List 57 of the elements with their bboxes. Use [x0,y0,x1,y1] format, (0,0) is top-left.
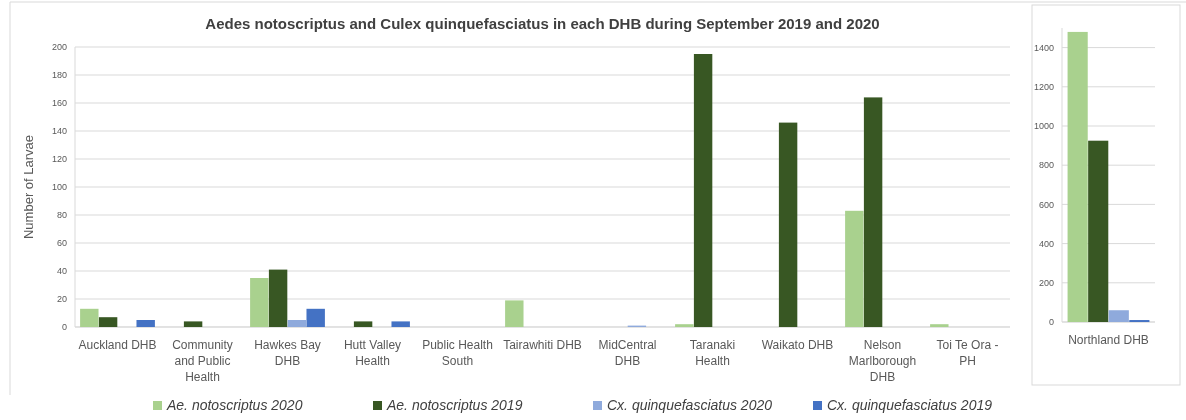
y-tick-label: 120 [51,154,67,165]
bar [675,324,694,327]
x-tick-label: Auckland DHB [78,338,157,352]
bar [1067,31,1088,322]
x-tick-label: Nelson Marlborough DHB [848,338,917,384]
x-tick-label: Hawkes Bay DHB [254,338,321,368]
y-tick-label: 1000 [1033,121,1054,132]
bar [1088,140,1109,322]
x-tick-label: MidCentral DHB [598,338,657,368]
y-tick-label: 600 [1038,199,1054,210]
x-tick-label: Hutt Valley Health [343,338,402,368]
y-tick-label: 0 [1048,317,1054,328]
bar [183,321,203,327]
chart-title: Aedes notoscriptus and Culex quinquefasciatus in each DHB during September 2019 and 2020 [205,15,880,32]
y-tick-label: 200 [1038,277,1054,288]
bar [930,324,949,327]
bar [1108,310,1129,322]
x-tick-label: Waikato DHB [761,338,834,352]
x-tick-label: Toi Te Ora - PH [936,338,999,368]
y-tick-label: 140 [51,126,67,137]
y-tick-label: 100 [51,182,67,193]
legend-label: Ae. notoscriptus 2019 [386,397,523,413]
legend-label: Ae. notoscriptus 2020 [166,397,303,413]
y-axis-title: Number of Larvae [21,134,36,240]
y-tick-label: 180 [51,70,67,81]
bar [845,210,864,327]
x-tick-label: Public Health South [422,338,493,368]
y-tick-label: 60 [56,238,67,249]
bar [268,269,288,327]
bar [693,54,713,327]
bar [287,320,307,327]
bar [863,97,883,327]
y-tick-label: 20 [56,294,67,305]
y-tick-label: 1400 [1033,42,1054,53]
y-tick-label: 800 [1038,160,1054,171]
bar [391,321,410,327]
legend-label: Cx. quinquefasciatus 2020 [607,397,773,413]
bar [98,317,118,327]
y-tick-label: 1200 [1033,81,1054,92]
bar [505,300,524,327]
bar [136,320,155,327]
bar [306,308,325,327]
x-tick-label: Tairawhiti DHB [503,338,582,352]
y-tick-label: 200 [51,42,67,53]
x-tick-label: Northland DHB [1068,333,1149,347]
bar [250,278,269,327]
y-tick-label: 160 [51,98,67,109]
y-tick-label: 400 [1038,238,1054,249]
y-tick-label: 80 [56,210,67,221]
bar [778,122,798,327]
legend-label: Cx. quinquefasciatus 2019 [827,397,993,413]
x-tick-label: Taranaki Health [689,338,736,368]
x-tick-label: Community and Public Health [172,338,233,384]
bar [353,321,373,327]
bar [80,308,99,327]
y-tick-label: 40 [56,266,67,277]
y-tick-label: 0 [61,322,67,333]
